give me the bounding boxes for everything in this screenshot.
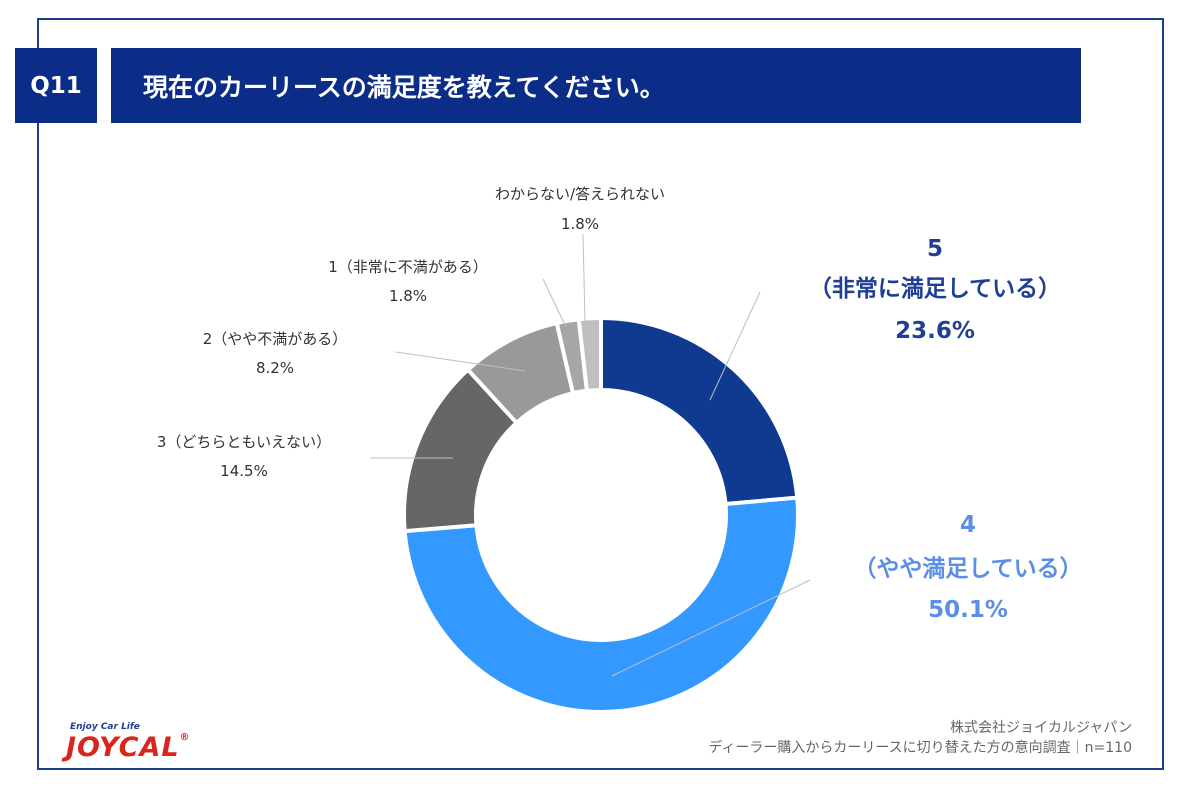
donut-slice-5 xyxy=(576,315,603,394)
leader-line-1 xyxy=(542,278,567,328)
label-2-pct: 8.2% xyxy=(256,359,294,377)
logo-tagline: Enjoy Car Life xyxy=(70,722,140,732)
label-5-number: 5 xyxy=(927,236,943,262)
joycal-logo: Enjoy Car Life JOYCAL® xyxy=(66,722,206,768)
leader-line-5 xyxy=(611,579,811,677)
label-2: 2（やや不満がある） 8.2% xyxy=(203,330,348,377)
label-4: 4 （やや満足している） 50.1% xyxy=(853,512,1082,623)
leader-line-2 xyxy=(395,351,526,372)
question-tag: Q11 xyxy=(15,48,97,123)
label-5-pct: 23.6% xyxy=(895,318,975,344)
label-2-name: 2（やや不満がある） xyxy=(203,330,348,348)
label-3-pct: 14.5% xyxy=(220,462,268,480)
label-dontknow: わからない/答えられない 1.8% xyxy=(495,185,665,233)
logo-wordmark-text: JOYCAL xyxy=(66,732,180,763)
donut-slices xyxy=(402,315,800,715)
label-dontknow-name: わからない/答えられない xyxy=(495,185,665,203)
label-dontknow-pct: 1.8% xyxy=(561,215,599,233)
label-5-name: （非常に満足している） xyxy=(809,275,1061,302)
donut-slice-1 xyxy=(402,495,800,715)
label-4-number: 4 xyxy=(960,512,976,538)
slide-frame xyxy=(37,18,1164,770)
label-3-name: 3（どちらともいえない） xyxy=(157,433,331,451)
label-5: 5 （非常に満足している） 23.6% xyxy=(809,236,1061,344)
label-1-name: 1（非常に不満がある） xyxy=(328,258,488,276)
question-title: 現在のカーリースの満足度を教えてください。 xyxy=(111,48,1081,123)
leader-lines xyxy=(370,233,811,677)
donut-slice-0 xyxy=(599,315,800,507)
footer-survey: ディーラー購入からカーリースに切り替えた方の意向調査｜n=110 xyxy=(708,740,1132,756)
label-3: 3（どちらともいえない） 14.5% xyxy=(157,433,331,480)
logo-wordmark: JOYCAL® xyxy=(66,732,191,763)
footer: 株式会社ジョイカルジャパン ディーラー購入からカーリースに切り替えた方の意向調査… xyxy=(708,718,1132,758)
label-1: 1（非常に不満がある） 1.8% xyxy=(328,258,488,305)
label-4-pct: 50.1% xyxy=(928,597,1008,623)
logo-registered: ® xyxy=(179,732,191,743)
leader-line-4 xyxy=(709,291,761,401)
footer-company: 株式会社ジョイカルジャパン xyxy=(950,720,1132,736)
label-4-name: （やや満足している） xyxy=(853,555,1082,582)
label-1-pct: 1.8% xyxy=(389,287,427,305)
leader-line-0 xyxy=(582,233,586,323)
